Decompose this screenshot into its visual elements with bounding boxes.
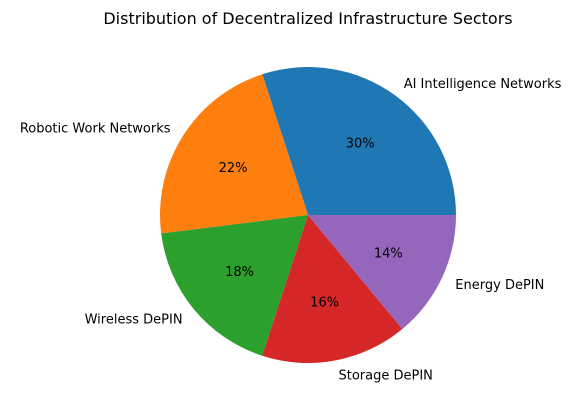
slice-percentage-label: 16% — [310, 296, 339, 311]
slice-percentage-label: 18% — [225, 265, 254, 280]
pie-slice — [160, 74, 308, 234]
pie-category-labels: AI Intelligence Networks Robotic Work Net… — [20, 77, 562, 384]
slice-category-label: Energy DePIN — [455, 278, 544, 293]
pie-slice — [262, 215, 403, 363]
pie-slice — [262, 66, 456, 215]
slice-percentage-label: 14% — [374, 246, 403, 261]
slice-percentage-label: 22% — [219, 161, 248, 176]
slice-category-label: Robotic Work Networks — [20, 121, 171, 136]
pie-slices — [160, 66, 456, 363]
pie-slice — [161, 215, 308, 356]
pie-slice — [308, 215, 456, 330]
slice-category-label: Wireless DePIN — [85, 312, 183, 327]
pie-percentage-labels: 30% 22% 18% 16% 14% — [219, 137, 403, 311]
slice-percentage-label: 30% — [346, 137, 375, 152]
slice-category-label: Storage DePIN — [339, 368, 433, 383]
slice-category-label: AI Intelligence Networks — [404, 77, 562, 92]
chart-title: Distribution of Decentralized Infrastruc… — [103, 9, 512, 28]
